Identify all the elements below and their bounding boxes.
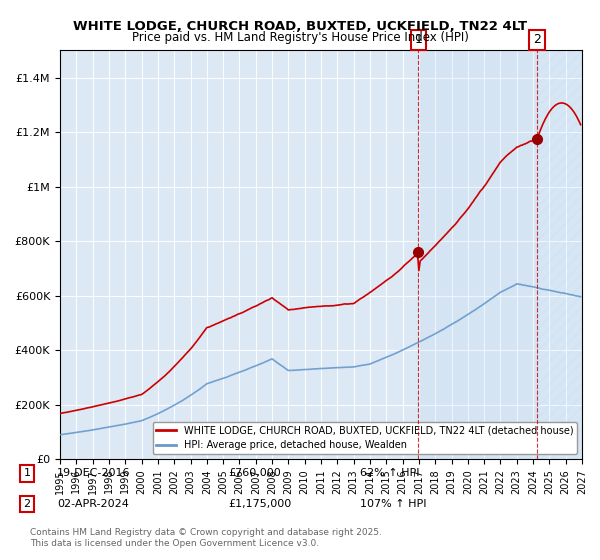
Bar <box>537 50 582 459</box>
Bar <box>418 50 537 459</box>
Text: Contains HM Land Registry data © Crown copyright and database right 2025.
This d: Contains HM Land Registry data © Crown c… <box>30 528 382 548</box>
Text: £1,175,000: £1,175,000 <box>228 499 291 509</box>
Text: £760,000: £760,000 <box>228 468 281 478</box>
Text: WHITE LODGE, CHURCH ROAD, BUXTED, UCKFIELD, TN22 4LT: WHITE LODGE, CHURCH ROAD, BUXTED, UCKFIE… <box>73 20 527 32</box>
Text: Price paid vs. HM Land Registry's House Price Index (HPI): Price paid vs. HM Land Registry's House … <box>131 31 469 44</box>
Text: 02-APR-2024: 02-APR-2024 <box>57 499 129 509</box>
Text: 19-DEC-2016: 19-DEC-2016 <box>57 468 131 478</box>
Text: 1: 1 <box>23 468 31 478</box>
Legend: WHITE LODGE, CHURCH ROAD, BUXTED, UCKFIELD, TN22 4LT (detached house), HPI: Aver: WHITE LODGE, CHURCH ROAD, BUXTED, UCKFIE… <box>152 422 577 454</box>
Text: 2: 2 <box>533 33 541 46</box>
Text: 107% ↑ HPI: 107% ↑ HPI <box>360 499 427 509</box>
Text: 1: 1 <box>414 33 422 46</box>
Text: 62% ↑ HPI: 62% ↑ HPI <box>360 468 419 478</box>
Text: 2: 2 <box>23 499 31 509</box>
